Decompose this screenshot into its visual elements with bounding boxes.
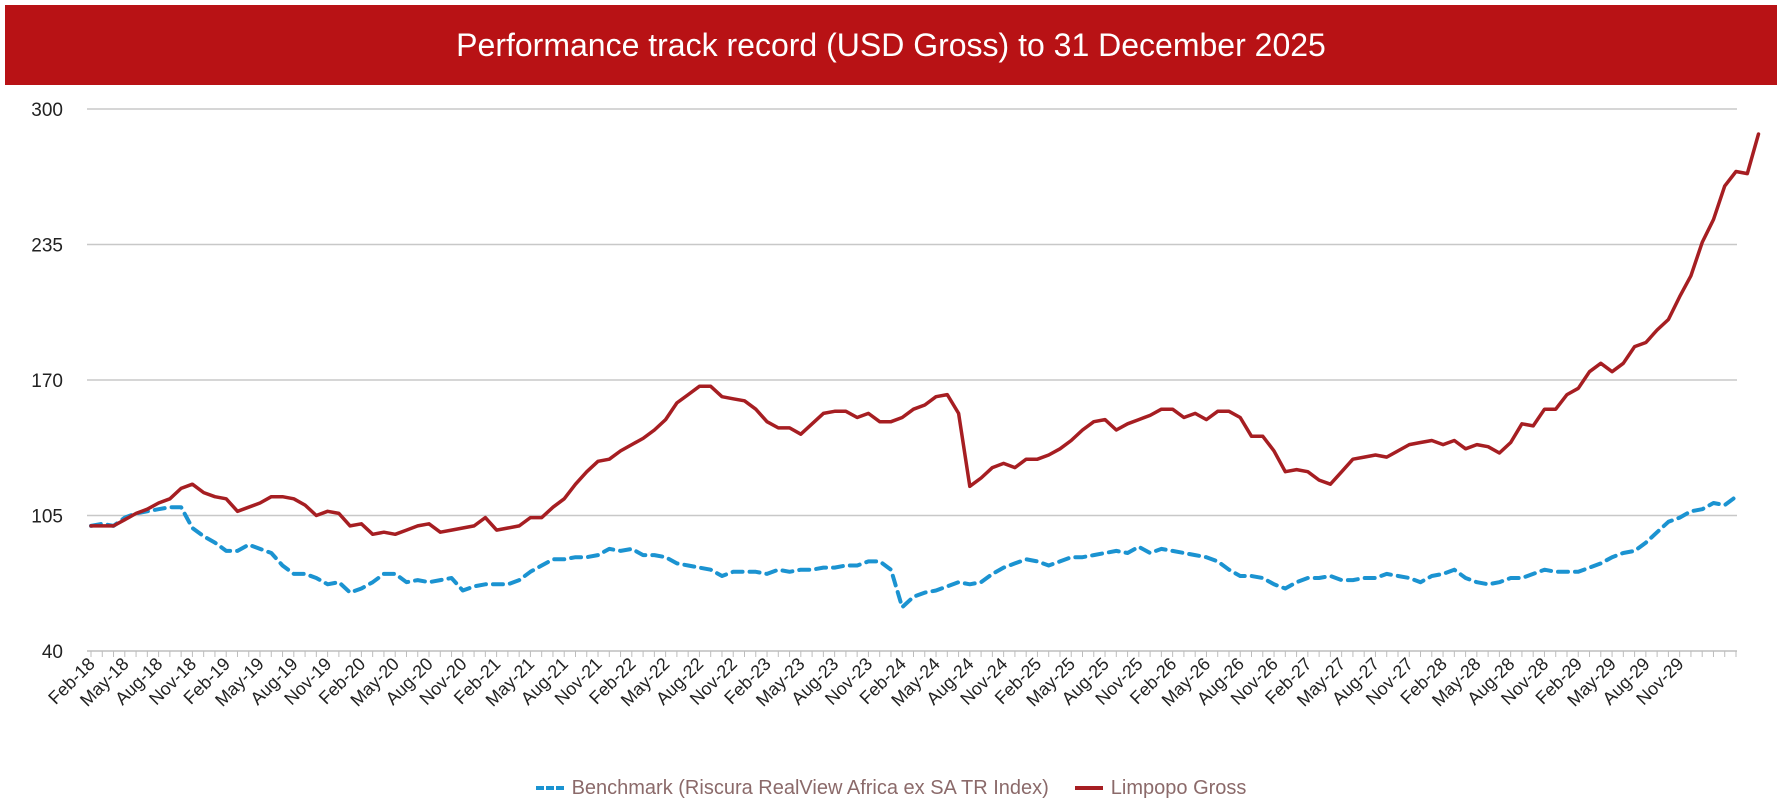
series-line-benchmark xyxy=(89,494,1738,610)
series-line-limpopo xyxy=(89,132,1761,537)
y-tick-label: 105 xyxy=(31,507,63,528)
chart-title: Performance track record (USD Gross) to … xyxy=(456,26,1326,63)
y-tick-label: 300 xyxy=(31,100,63,121)
y-tick-label: 235 xyxy=(31,236,63,257)
gridlines xyxy=(87,108,1737,517)
legend-label-limpopo: Limpopo Gross xyxy=(1110,776,1247,799)
x-axis: Feb-18May-18Aug-18Nov-18Feb-19May-19Aug-… xyxy=(44,650,1737,710)
y-tick-label: 170 xyxy=(31,371,63,392)
legend: Benchmark (Riscura RealView Africa ex SA… xyxy=(0,773,1782,803)
legend-item-benchmark: Benchmark (Riscura RealView Africa ex SA… xyxy=(535,776,1049,800)
legend-item-limpopo: Limpopo Gross xyxy=(1074,776,1247,800)
legend-swatch-limpopo xyxy=(1074,786,1103,790)
legend-label-benchmark: Benchmark (Riscura RealView Africa ex SA… xyxy=(571,776,1049,799)
y-axis-ticks: 40 105 170 235 300 xyxy=(31,100,63,663)
series-lines xyxy=(89,132,1761,610)
y-tick-label: 40 xyxy=(42,642,63,663)
title-banner: Performance track record (USD Gross) to … xyxy=(5,5,1777,85)
legend-swatch-benchmark xyxy=(535,786,564,790)
